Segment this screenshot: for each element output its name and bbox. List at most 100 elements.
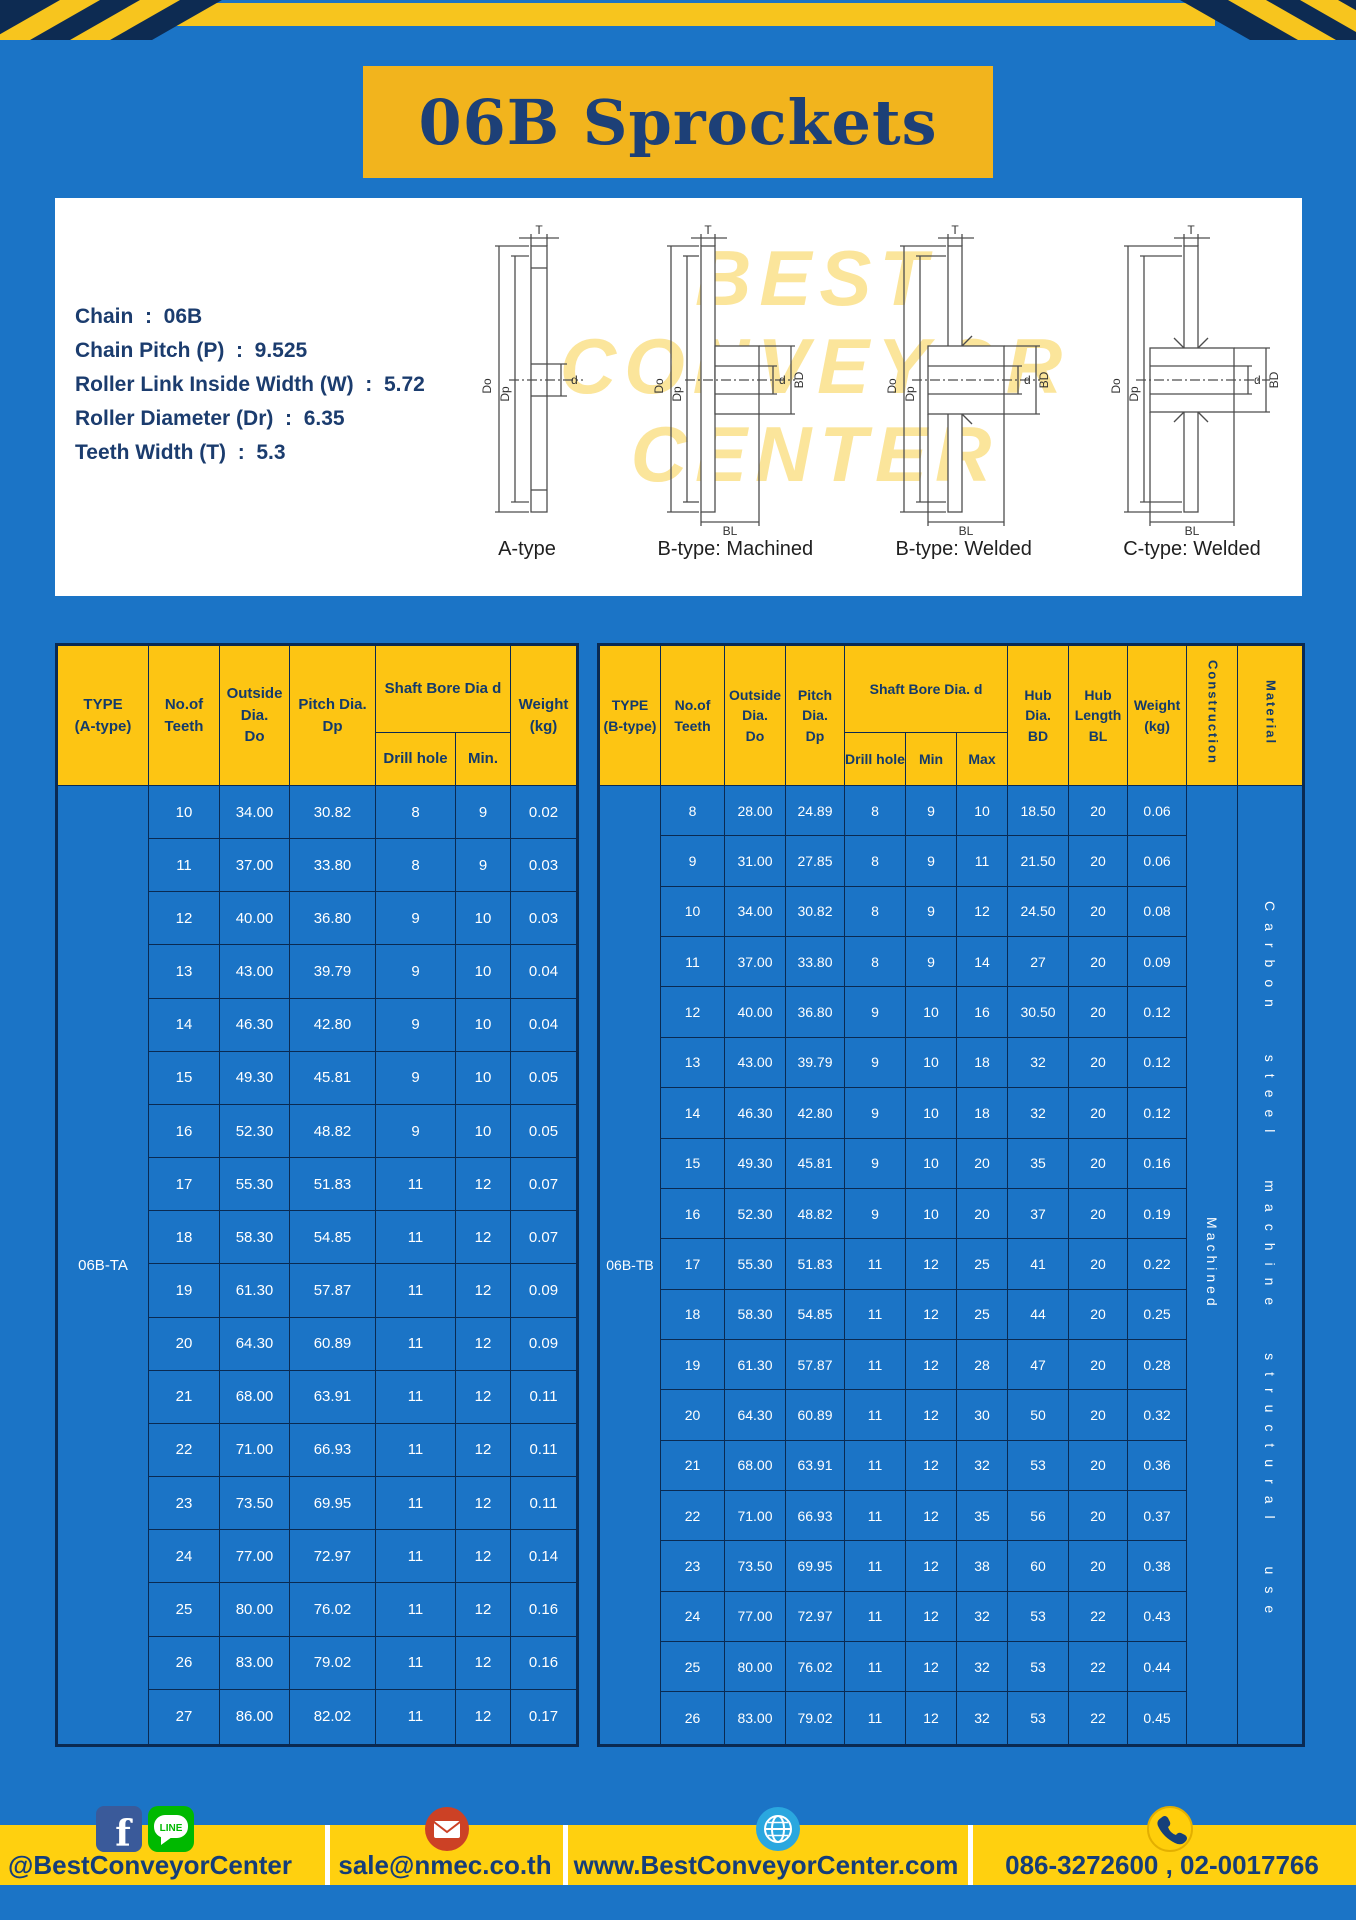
table-cell: 12 (455, 1210, 511, 1265)
table-cell: 32 (955, 1439, 1009, 1492)
table-cell: 14 (955, 936, 1009, 988)
page-title: 06B Sprockets (418, 85, 938, 159)
table-cell: 11 (375, 1529, 456, 1584)
table-cell: 54.85 (289, 1210, 376, 1265)
table-cell: 26 (148, 1635, 220, 1690)
table-cell: 63.91 (289, 1369, 376, 1424)
table-cell: 25 (955, 1288, 1009, 1340)
table-cell: 69.95 (785, 1540, 845, 1592)
table-cell: 76.02 (785, 1641, 845, 1693)
table-cell: 71.00 (724, 1490, 786, 1542)
table-cell: 60 (1007, 1540, 1070, 1592)
svg-text:Dp: Dp (903, 386, 917, 402)
table-cell: 45.81 (289, 1050, 376, 1105)
table-cell: 39.79 (289, 944, 376, 999)
svg-text:d: d (1024, 373, 1031, 387)
table-cell: 9 (455, 838, 511, 893)
table-cell: 12 (455, 1635, 511, 1690)
table-cell: 11 (375, 1635, 456, 1690)
svg-text:Do: Do (480, 378, 494, 394)
svg-text:BD: BD (1037, 371, 1051, 388)
phone-icon (1147, 1806, 1193, 1857)
table-cell: 0.03 (510, 838, 578, 893)
table-cell: 0.36 (1127, 1439, 1188, 1492)
table-cell: 0.09 (510, 1263, 578, 1318)
table-cell: 11 (844, 1590, 906, 1643)
table-cell: 79.02 (289, 1635, 376, 1690)
table-cell: 21 (148, 1369, 220, 1424)
table-cell: 15 (148, 1050, 220, 1105)
caption-b-type-welded: B-type: Welded (895, 538, 1032, 560)
header-max: Max (955, 732, 1009, 786)
table-cell: 73.50 (724, 1540, 786, 1592)
table-cell: 16 (955, 986, 1009, 1038)
table-cell: 31.00 (724, 835, 786, 887)
table-cell: 11 (844, 1641, 906, 1693)
spec-line-pitch: Chain Pitch (P) : 9.525 (75, 339, 308, 362)
table-cell: 20 (1068, 1439, 1129, 1492)
header-min: Min (905, 732, 957, 786)
spec-line-chain: Chain : 06B (75, 305, 203, 328)
table-cell: 80.00 (219, 1582, 290, 1637)
table-cell: 12 (455, 1529, 511, 1584)
table-cell: 30 (955, 1389, 1009, 1441)
table-row: 16 52.30 48.82 9 10 20 37 20 0.19 (599, 1187, 1304, 1240)
table-cell: 9 (905, 835, 957, 887)
table-cell: 20 (1068, 1490, 1129, 1542)
table-cell: 23 (148, 1476, 220, 1531)
table-cell: 80.00 (724, 1641, 786, 1693)
table-cell: 15 (660, 1137, 725, 1189)
table-row: 20 64.30 60.89 11 12 0.09 (57, 1316, 578, 1371)
table-cell: 0.25 (1127, 1288, 1188, 1340)
table-cell: 10 (455, 891, 511, 946)
watermark-line: BEST (694, 234, 936, 322)
header-weight: Weight (kg) (1127, 644, 1188, 786)
table-cell: 22 (660, 1490, 725, 1542)
table-row: 25 80.00 76.02 11 12 0.16 (57, 1582, 578, 1637)
spec-line-roller-dia: Roller Diameter (Dr) : 6.35 (75, 407, 345, 430)
table-cell: 50 (1007, 1389, 1070, 1441)
table-cell: 11 (375, 1476, 456, 1531)
table-cell: 0.06 (1127, 835, 1188, 887)
table-cell: 12 (455, 1369, 511, 1424)
table-cell: 40.00 (724, 986, 786, 1038)
header-material: Material (1237, 644, 1305, 786)
table-row: 17 55.30 51.83 11 12 0.07 (57, 1157, 578, 1212)
table-cell: 13 (660, 1036, 725, 1089)
table-cell: 21 (660, 1439, 725, 1492)
table-cell: 0.11 (510, 1422, 578, 1478)
top-hazard-decoration (0, 0, 1356, 40)
table-cell: 12 (905, 1490, 957, 1542)
table-cell: 10 (455, 997, 511, 1052)
table-cell: 0.19 (1127, 1187, 1188, 1240)
table-cell: 12 (148, 891, 220, 946)
table-cell: 34.00 (724, 885, 786, 938)
c-type-welded-drawing-icon: T Do Dp d BD BL (1109, 224, 1281, 536)
table-row: 9 31.00 27.85 8 9 11 21.50 20 0.06 (599, 835, 1304, 887)
svg-text:Dp: Dp (670, 386, 684, 402)
table-cell: 20 (1068, 835, 1129, 887)
table-cell: 8 (844, 784, 906, 837)
table-row: 06B-TA 10 34.00 30.82 8 9 0.02 (56, 784, 578, 1746)
header-shaft-bore: Shaft Bore Dia d (375, 644, 511, 733)
table-row: 26 83.00 79.02 11 12 32 53 22 0.45 (599, 1691, 1304, 1746)
table-cell: 42.80 (289, 997, 376, 1052)
line-icon: LINE (148, 1806, 194, 1857)
table-cell: 12 (955, 885, 1009, 938)
footer-website-text: www.BestConveyorCenter.com (573, 1850, 959, 1880)
table-row: 18 58.30 54.85 11 12 25 44 20 0.25 (599, 1288, 1304, 1340)
table-cell: 9 (455, 784, 511, 840)
table-cell: 44 (1007, 1288, 1070, 1340)
table-cell: 10 (455, 1103, 511, 1159)
footer-phone-text: 086-3272600 , 02-0017766 (1005, 1850, 1319, 1880)
table-cell: 0.11 (510, 1369, 578, 1424)
table-cell: 61.30 (724, 1338, 786, 1391)
table-cell: 0.16 (510, 1635, 578, 1690)
svg-text:T: T (1187, 224, 1195, 237)
table-cell: 0.09 (1127, 936, 1188, 988)
table-cell: 83.00 (724, 1691, 786, 1746)
table-row: 24 77.00 72.97 11 12 0.14 (57, 1529, 578, 1584)
table-cell: 0.05 (510, 1050, 578, 1105)
svg-text:Do: Do (1109, 378, 1123, 394)
table-cell: 25 (955, 1238, 1009, 1290)
